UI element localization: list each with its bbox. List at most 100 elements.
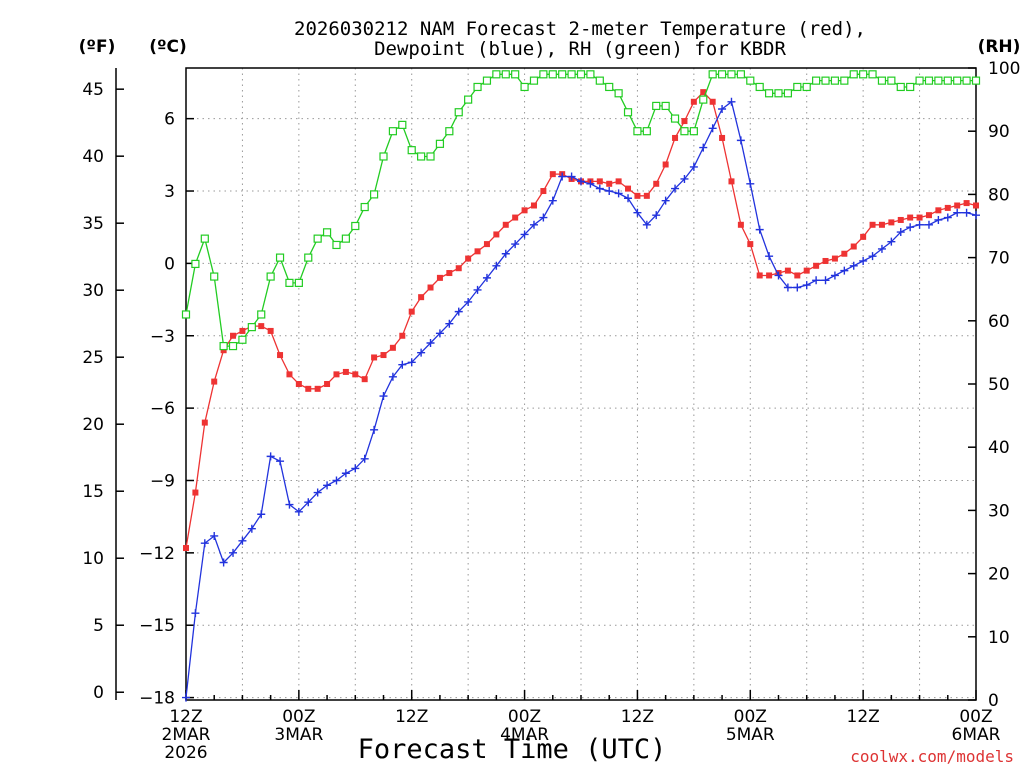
dewpoint-point — [539, 213, 548, 222]
rh-point — [943, 76, 952, 85]
fahrenheit-tick-label: 10 — [82, 549, 104, 569]
rh-point — [840, 76, 849, 85]
rh-point — [717, 70, 727, 79]
dewpoint-point — [529, 220, 538, 229]
dewpoint-point — [454, 307, 463, 316]
series-rh — [181, 70, 981, 351]
rh-point — [877, 76, 887, 85]
x-axis-title: Forecast Time (UTC) — [358, 734, 667, 765]
rh-point — [351, 221, 360, 231]
temperature-point — [672, 134, 679, 141]
dewpoint-point — [680, 174, 689, 183]
rh-point — [417, 152, 426, 161]
temperature-point — [963, 200, 970, 207]
time-tick-label: 6MAR — [952, 725, 1001, 745]
temperature-point — [493, 231, 500, 238]
dewpoint-point — [370, 425, 379, 434]
temperature-point — [361, 376, 368, 383]
temperature-point — [267, 327, 274, 334]
rh-point — [708, 70, 717, 79]
rh-point — [341, 234, 350, 243]
temperature-point — [399, 332, 406, 339]
temperature-point — [700, 89, 707, 96]
dewpoint-point — [445, 319, 454, 328]
dewpoint-point — [276, 457, 285, 466]
rh-point — [633, 127, 642, 136]
temperature-point — [831, 255, 838, 262]
dewpoint-point — [887, 237, 896, 246]
temperature-point — [277, 352, 284, 359]
dewpoint-point — [313, 488, 322, 497]
rh-point — [727, 70, 736, 79]
rh-point — [445, 127, 454, 136]
fahrenheit-axis: 0 5 10 15 20 25 30 35 40 45 — [82, 80, 124, 703]
dewpoint-point — [652, 211, 661, 220]
dewpoint-point — [332, 476, 341, 485]
rh-point — [934, 76, 943, 85]
dewpoint-point — [257, 510, 266, 519]
dewpoint-point — [304, 498, 313, 507]
celsius-tick-label: 0 — [164, 254, 175, 274]
temperature-point — [916, 214, 923, 221]
celsius-tick-label: −6 — [150, 399, 175, 419]
dewpoint-point — [699, 143, 708, 152]
celsius-axis: −18 −15 −12 −9 −6 −3 0 3 6 — [139, 110, 194, 709]
rh-point — [793, 82, 802, 92]
rh-axis: 0 10 20 30 40 50 60 70 80 90 100 — [968, 59, 1020, 711]
dewpoint-point — [473, 285, 482, 294]
temperature-point — [944, 204, 951, 211]
rh-point — [266, 272, 275, 281]
credit-label: coolwx.com/models — [850, 747, 1014, 766]
temperature-point — [436, 274, 443, 281]
dewpoint-point — [877, 244, 886, 253]
temperature-point — [954, 202, 961, 209]
dewpoint-point — [915, 220, 924, 229]
temperature-point — [662, 161, 669, 168]
dewpoint-point — [229, 548, 238, 557]
temperature-point — [540, 188, 547, 195]
celsius-tick-label: −15 — [139, 616, 175, 636]
temperature-point — [427, 284, 434, 291]
dewpoint-point — [614, 189, 623, 198]
rh-point — [623, 108, 633, 117]
temperature-point — [907, 214, 914, 221]
temperature-point — [239, 327, 246, 334]
grid — [186, 68, 976, 700]
temperature-point — [766, 272, 773, 279]
dewpoint-point — [398, 360, 407, 369]
rh-point — [332, 240, 341, 250]
rh-point — [924, 76, 934, 85]
time-tick-label: 12Z — [621, 707, 654, 727]
dewpoint-point — [765, 252, 774, 261]
temperature-point — [888, 219, 895, 226]
time-tick-label: 00Z — [734, 707, 767, 727]
temperature-point — [258, 323, 265, 330]
fahrenheit-tick-label: 15 — [82, 482, 104, 502]
temperature-point — [822, 257, 829, 264]
dewpoint-point — [718, 105, 727, 114]
rh-point — [482, 76, 492, 85]
dewpoint-point — [746, 179, 755, 188]
dewpoint-point — [586, 179, 595, 188]
temperature-point — [211, 378, 218, 385]
temperature-point — [841, 250, 848, 257]
temperature-point — [869, 221, 876, 228]
rh-point — [473, 82, 482, 92]
rh-point — [642, 127, 651, 136]
temperature-point — [850, 243, 857, 250]
rh-point — [971, 76, 981, 85]
rh-point — [238, 335, 247, 344]
temperature-point — [333, 371, 340, 378]
rh-unit-label: (RH) — [978, 37, 1021, 57]
dewpoint-point — [182, 693, 190, 702]
rh-point — [492, 70, 501, 79]
temperature-point — [625, 185, 632, 192]
dewpoint-point — [633, 208, 642, 217]
dewpoint-point — [868, 252, 877, 261]
dewpoint-point — [661, 196, 670, 205]
rh-point — [501, 70, 510, 79]
rh-point — [511, 70, 520, 79]
temperature-point — [596, 178, 603, 185]
dewpoint-point — [605, 187, 614, 196]
dewpoint-point — [511, 240, 520, 249]
